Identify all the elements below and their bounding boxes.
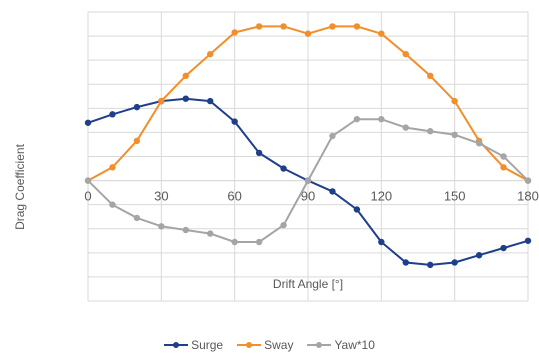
data-point <box>280 165 287 172</box>
data-point <box>427 128 434 135</box>
data-point <box>182 95 189 102</box>
data-point <box>207 50 214 58</box>
data-point <box>378 30 385 37</box>
data-point <box>182 72 189 80</box>
data-point <box>255 238 263 246</box>
data-point <box>133 137 141 145</box>
x-tick-labels: 0 30 60 90 120 150 180 <box>84 189 538 204</box>
data-point <box>109 164 116 171</box>
data-point <box>231 238 238 246</box>
data-point <box>280 221 287 229</box>
data-point <box>524 237 532 244</box>
data-point <box>158 97 165 105</box>
data-point <box>304 30 312 37</box>
data-point <box>231 118 238 125</box>
data-point <box>427 72 434 80</box>
data-point <box>207 230 214 237</box>
legend-label-yaw: Yaw*10 <box>334 338 375 352</box>
data-point <box>280 23 287 30</box>
data-point <box>353 115 361 123</box>
data-point <box>329 23 336 30</box>
data-point <box>133 103 141 111</box>
data-point <box>304 177 312 184</box>
data-point <box>402 259 409 266</box>
y-axis-label: Drag Coefficient <box>13 144 27 230</box>
data-point <box>207 97 214 105</box>
legend-label-sway: Sway <box>264 338 294 352</box>
x-tick-label: 90 <box>301 189 315 204</box>
data-point <box>402 50 409 58</box>
legend-swatch-yaw <box>307 342 332 348</box>
chart-series <box>84 23 532 269</box>
chart-legend: Surge Sway Yaw*10 <box>0 337 539 353</box>
data-point <box>524 177 532 184</box>
data-point <box>109 111 116 118</box>
data-point <box>255 149 263 157</box>
data-point <box>451 97 458 105</box>
data-point <box>378 238 385 246</box>
legend-swatch-surge <box>164 342 189 348</box>
data-point <box>353 23 361 30</box>
data-point <box>451 131 458 139</box>
data-point <box>109 201 116 208</box>
y-axis-label-wrapper: Drag Coefficient <box>8 112 32 262</box>
data-point <box>329 132 336 140</box>
data-point <box>329 188 336 195</box>
data-point <box>133 214 141 222</box>
data-point <box>84 177 92 184</box>
x-axis-label: Drift Angle [°] <box>272 277 344 291</box>
data-point <box>500 153 507 160</box>
data-point <box>231 29 238 36</box>
x-tick-label: 60 <box>227 189 241 204</box>
data-point <box>500 244 507 252</box>
x-tick-label: 150 <box>444 189 466 204</box>
chart-gridlines <box>87 11 529 302</box>
x-tick-label: 0 <box>84 189 91 204</box>
data-point <box>402 124 409 131</box>
legend-swatch-sway <box>237 342 262 348</box>
data-point <box>84 119 92 126</box>
data-point <box>451 259 458 266</box>
x-tick-label: 180 <box>517 189 539 204</box>
x-tick-label: 30 <box>154 189 168 204</box>
data-point <box>255 23 263 30</box>
legend-label-surge: Surge <box>191 338 224 352</box>
data-point <box>475 252 483 259</box>
data-point <box>182 226 189 234</box>
data-point <box>500 164 507 171</box>
series-yaw-10 <box>84 115 532 246</box>
legend-item-sway: Sway <box>237 337 293 353</box>
data-point <box>353 206 361 213</box>
data-point <box>378 115 385 123</box>
x-tick-label: 120 <box>370 189 392 204</box>
data-point <box>158 223 165 230</box>
legend-item-yaw: Yaw*10 <box>307 337 375 353</box>
data-point <box>427 261 434 269</box>
data-point <box>475 140 483 147</box>
legend-item-surge: Surge <box>164 337 223 353</box>
